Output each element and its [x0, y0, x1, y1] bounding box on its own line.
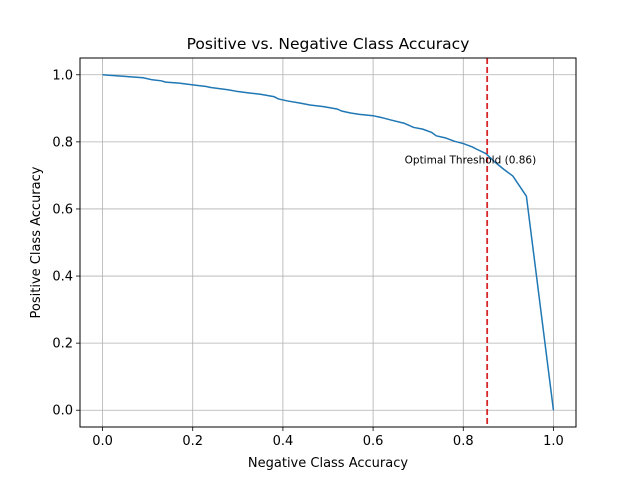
grid [80, 58, 576, 427]
x-tick-label: 0.6 [363, 434, 384, 449]
y-tick-label: 0.6 [52, 202, 73, 217]
x-tick-label: 0.2 [182, 434, 203, 449]
x-axis-label: Negative Class Accuracy [248, 456, 408, 471]
y-tick-label: 0.8 [52, 135, 73, 150]
axes-frame [79, 57, 577, 428]
x-tick-label: 0.4 [273, 434, 294, 449]
accuracy-curve-line [102, 74, 555, 411]
y-tick-label: 0.2 [52, 337, 73, 352]
x-tick-label: 0.8 [453, 434, 474, 449]
y-axis-label: Positive Class Accuracy [29, 166, 44, 318]
threshold-annotation: Optimal Threshold (0.86) [405, 155, 537, 167]
y-tick-label: 0.4 [52, 270, 73, 285]
chart-title: Positive vs. Negative Class Accuracy [187, 35, 470, 53]
x-tick-label: 1.0 [543, 434, 564, 449]
x-tick-label: 0.0 [92, 434, 113, 449]
plot-area: Optimal Threshold (0.86) [102, 58, 555, 427]
ticks: 0.0 0.2 0.4 0.6 0.8 1.0 0.0 0.2 0.4 0.6 0.8 1.0 [52, 68, 563, 449]
y-tick-label: 0.0 [52, 404, 73, 419]
y-tick-label: 1.0 [52, 68, 73, 83]
